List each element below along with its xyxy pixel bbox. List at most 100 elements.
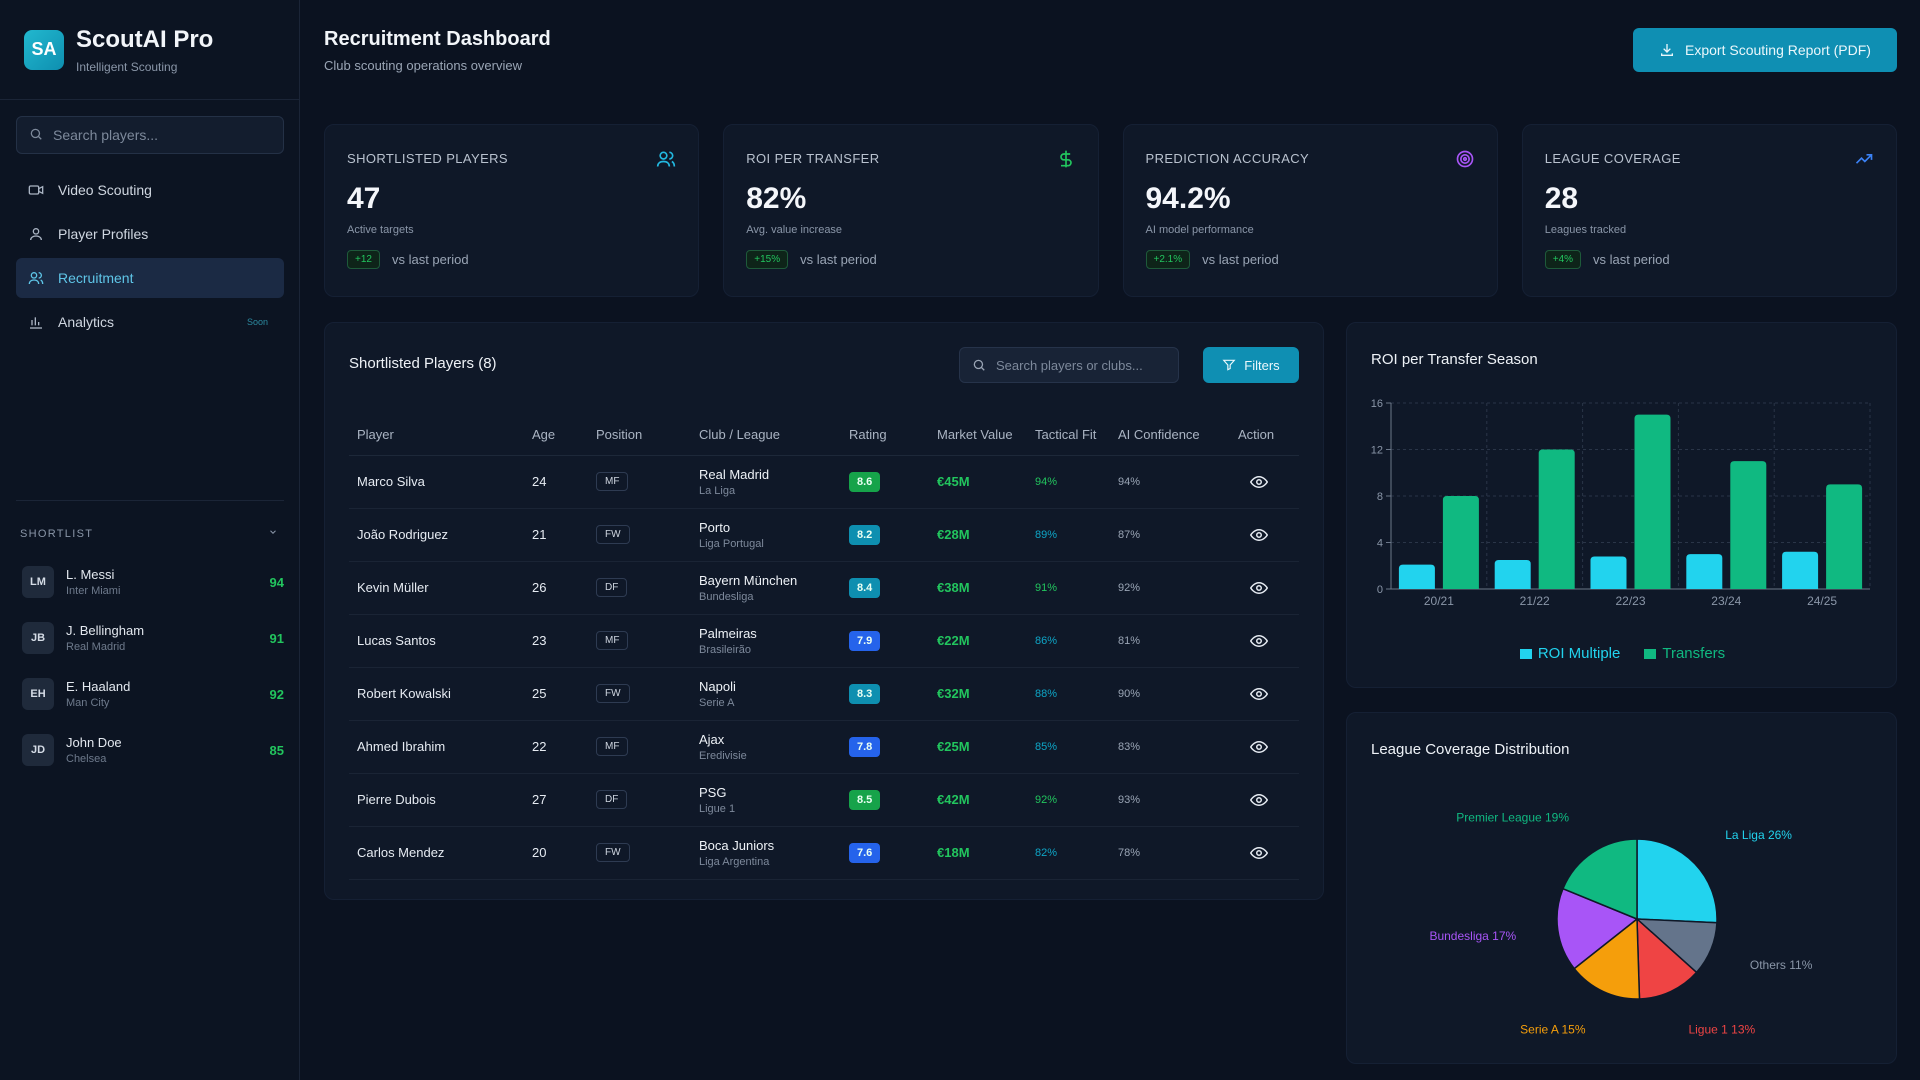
nav-item-analytics[interactable]: Analytics Soon	[16, 302, 284, 342]
view-eye-icon[interactable]	[1238, 632, 1299, 650]
view-eye-icon[interactable]	[1238, 579, 1299, 597]
rating-cell: 7.8	[849, 720, 937, 774]
league-name: Brasileirão	[699, 643, 751, 656]
shortlist-header[interactable]: SHORTLIST	[16, 500, 284, 540]
action-cell	[1238, 826, 1299, 880]
pie-slice-label: Others 11%	[1750, 958, 1813, 972]
legend-item[interactable]: Transfers	[1644, 645, 1725, 662]
tactical-fit: 94%	[1035, 455, 1118, 509]
view-eye-icon[interactable]	[1238, 791, 1299, 809]
column-header[interactable]: Market Value	[937, 415, 1035, 456]
legend-item[interactable]: ROI Multiple	[1519, 645, 1620, 662]
bar-roi-multiple[interactable]	[1782, 551, 1819, 589]
column-header[interactable]: Position	[596, 415, 699, 456]
bar-roi-multiple[interactable]	[1398, 564, 1435, 589]
pie-slice[interactable]	[1561, 838, 1638, 921]
bar-transfers[interactable]	[1826, 484, 1863, 589]
brand: SA ScoutAI Pro Intelligent Scouting	[0, 0, 299, 100]
stat-description: AI model performance	[1145, 224, 1254, 236]
bar-transfers[interactable]	[1730, 461, 1767, 589]
shortlist-player-club: Inter Miami	[66, 585, 121, 597]
table-row[interactable]: Ahmed Ibrahim 22 MF Ajax Eredivisie 7.8 €25M 85…	[349, 720, 1299, 774]
stat-value: 47	[347, 182, 381, 215]
club-cell: PSG Ligue 1	[699, 773, 849, 827]
avatar: JD	[22, 734, 54, 766]
view-eye-icon[interactable]	[1238, 738, 1299, 756]
view-eye-icon[interactable]	[1238, 526, 1299, 544]
bar-roi-multiple[interactable]	[1686, 554, 1723, 589]
bar-transfers[interactable]	[1538, 449, 1575, 590]
view-eye-icon[interactable]	[1238, 685, 1299, 703]
stat-delta-badge: +15%	[746, 250, 789, 269]
club-name: Real Madrid	[699, 466, 770, 482]
brand-logo[interactable]: SA	[24, 29, 64, 70]
trending-up-icon	[1854, 149, 1874, 169]
table-row[interactable]: Lucas Santos 23 MF Palmeiras Brasileirão 7.9 €…	[349, 614, 1299, 668]
nav-item-label: Player Profiles	[58, 226, 149, 242]
pie-slice[interactable]	[1636, 917, 1698, 1000]
table-row[interactable]: Marco Silva 24 MF Real Madrid La Liga 8.6 €45M…	[349, 455, 1299, 509]
view-eye-icon[interactable]	[1238, 473, 1299, 491]
nav-item-video-scouting[interactable]: Video Scouting	[16, 170, 284, 210]
sidebar-search-input[interactable]: Search players...	[16, 116, 284, 154]
table-row[interactable]: Kevin Müller 26 DF Bayern München Bundesliga…	[349, 561, 1299, 615]
x-tick-label: 24/25	[1807, 594, 1837, 608]
nav-item-recruitment[interactable]: Recruitment	[16, 258, 284, 298]
rating-cell: 8.5	[849, 773, 937, 827]
bar-transfers[interactable]	[1442, 496, 1479, 589]
column-header[interactable]: AI Confidence	[1118, 415, 1238, 456]
column-header[interactable]: Rating	[849, 415, 937, 456]
ai-confidence: 93%	[1118, 773, 1238, 827]
pie-slice[interactable]	[1636, 838, 1718, 924]
bar-roi-multiple[interactable]	[1590, 556, 1627, 589]
shortlist-item[interactable]: JB J. Bellingham Real Madrid 91	[22, 610, 284, 666]
stat-description: Leagues tracked	[1544, 224, 1627, 236]
market-value: €42M	[937, 773, 1035, 827]
shortlist-item[interactable]: JD John Doe Chelsea 85	[22, 722, 284, 778]
column-header[interactable]: Club / League	[699, 415, 849, 456]
league-coverage-card: League Coverage Distribution La Liga 26%…	[1346, 712, 1897, 1064]
column-header[interactable]: Tactical Fit	[1035, 415, 1118, 456]
table-row[interactable]: Carlos Mendez 20 FW Boca Juniors Liga Argent…	[349, 826, 1299, 880]
brand-subtitle: Intelligent Scouting	[76, 59, 178, 74]
chevron-down-icon[interactable]	[268, 527, 278, 540]
shortlist-item[interactable]: EH E. Haaland Man City 92	[22, 666, 284, 722]
position-cell: FW	[596, 508, 699, 562]
pie-chart-title: League Coverage Distribution	[1371, 741, 1570, 758]
bar-transfers[interactable]	[1634, 414, 1671, 589]
stat-label: SHORTLISTED PLAYERS	[347, 151, 508, 166]
stat-foot-text: vs last period	[1593, 252, 1670, 267]
player-name: Robert Kowalski	[349, 667, 532, 721]
filters-button[interactable]: Filters	[1203, 347, 1299, 383]
table-row[interactable]: Robert Kowalski 25 FW Napoli Serie A 8.3 €32M 8…	[349, 667, 1299, 721]
export-report-button[interactable]: Export Scouting Report (PDF)	[1633, 28, 1897, 72]
user-icon	[28, 226, 44, 242]
nav-item-player-profiles[interactable]: Player Profiles	[16, 214, 284, 254]
shortlist-item[interactable]: LM L. Messi Inter Miami 94	[22, 554, 284, 610]
position-cell: FW	[596, 667, 699, 721]
table-row[interactable]: Pierre Dubois 27 DF PSG Ligue 1 8.5 €42M 92% 93%	[349, 773, 1299, 827]
column-header[interactable]: Player	[349, 415, 532, 456]
market-value: €18M	[937, 826, 1035, 880]
stat-card-shortlisted: SHORTLISTED PLAYERS 47 Active targets +1…	[324, 124, 700, 297]
shortlist: LM L. Messi Inter Miami 94 JB J. Belling…	[22, 554, 284, 778]
stat-description: Active targets	[347, 224, 414, 236]
position-cell: MF	[596, 614, 699, 668]
rating-cell: 8.2	[849, 508, 937, 562]
view-eye-icon[interactable]	[1238, 844, 1299, 862]
shortlist-score: 94	[269, 574, 284, 590]
table-search-input[interactable]: Search players or clubs...	[959, 347, 1179, 383]
y-tick-label: 16	[1371, 398, 1383, 410]
brand-name: ScoutAI Pro	[76, 25, 214, 53]
league-name: Liga Argentina	[699, 855, 770, 868]
column-header[interactable]: Age	[532, 415, 596, 456]
pie-slice[interactable]	[1556, 887, 1639, 970]
pie-slice[interactable]	[1573, 917, 1641, 1000]
club-name: PSG	[699, 784, 727, 800]
bar-roi-multiple[interactable]	[1494, 559, 1531, 589]
table-row[interactable]: João Rodriguez 21 FW Porto Liga Portugal 8.2 €…	[349, 508, 1299, 562]
club-name: Boca Juniors	[699, 837, 775, 853]
league-name: Serie A	[699, 696, 735, 709]
ai-confidence: 81%	[1118, 614, 1238, 668]
stat-card-accuracy: PREDICTION ACCURACY 94.2% AI model perfo…	[1122, 124, 1498, 297]
